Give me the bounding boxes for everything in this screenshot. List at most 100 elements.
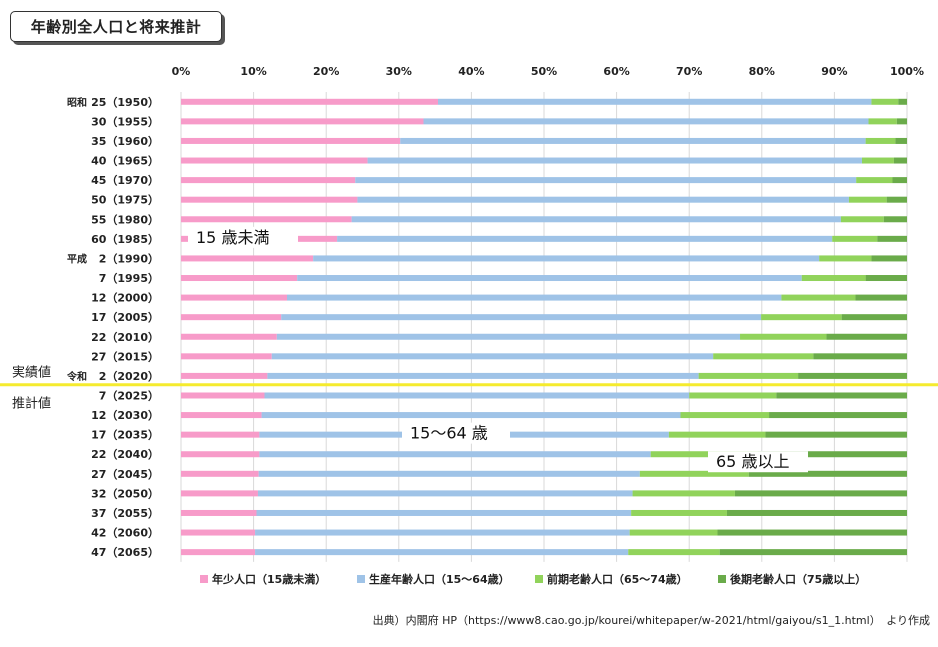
bar-segment [855,294,907,301]
bar-segment [337,235,833,242]
category-label: 55（1980） [91,213,159,226]
bar-segment [871,255,907,262]
bar-segment [255,549,629,556]
bar-segment [181,549,256,556]
era-label: 昭和 [67,96,87,109]
bar-segment [832,235,878,242]
legend-swatch [357,575,365,583]
bar-segment [181,372,268,379]
bar-segment [668,431,766,438]
bar-segment [698,372,799,379]
x-tick-label: 0% [172,65,191,78]
x-tick-label: 60% [603,65,629,78]
bar-segment [781,294,856,301]
category-label: 7（1995） [99,272,159,285]
bar-segment [740,333,827,340]
bar-segment [264,392,690,399]
bar-segment [438,98,872,105]
bar-segment [826,333,907,340]
bar-segment [886,196,907,203]
x-tick-label: 70% [676,65,702,78]
annotation-elderly: 65 歳以上 [716,452,789,471]
bar-segment [680,412,770,419]
bar-segment [748,470,907,477]
bar-segment [181,451,260,458]
category-label: 35（1960） [91,135,159,148]
category-label: 27（2045） [91,468,159,481]
bar-segment [181,392,265,399]
bar-segment [181,431,260,438]
bar-segment [689,392,777,399]
bar-segment [719,549,907,556]
legend-label: 年少人口（15歳未満） [212,572,326,586]
bar-segment [181,196,358,203]
bar-segment [726,509,907,516]
bar-segment [893,157,907,164]
category-label: 17（2035） [91,429,159,442]
bar-segment [841,314,907,321]
annotation-child-bg [188,226,298,248]
bar-segment [181,255,314,262]
x-tick-label: 40% [458,65,484,78]
bar-segment [351,216,841,223]
bar-segment [256,509,632,516]
category-label: 2（1990） [99,252,159,265]
chart-title: 年齢別全人口と将来推計 [10,11,222,42]
bar-segment [258,470,640,477]
bar-segment [896,118,907,125]
bar-segment [357,196,849,203]
bar-segment [281,314,762,321]
bar-segment [276,333,741,340]
category-label: 2（2020） [99,370,159,383]
bar-segment [181,529,256,536]
bar-segment [271,353,714,360]
bar-segment [367,157,862,164]
legend-swatch [718,575,726,583]
bar-segment [261,412,681,419]
category-label: 47（2065） [91,546,159,559]
bar-segment [769,412,907,419]
legend-label: 生産年齢人口（15〜64歳） [369,572,510,586]
category-label: 45（1970） [91,174,159,187]
bar-segment [628,549,720,556]
bar-segment [865,137,896,144]
bar-segment [871,98,899,105]
bar-segment [181,137,401,144]
source-note: 出典）内閣府 HP（https://www8.cao.go.jp/kourei/… [372,614,930,627]
x-tick-label: 50% [531,65,557,78]
bar-segment [877,235,907,242]
category-label: 25（1950） [91,96,159,109]
bar-segment [813,353,907,360]
bar-segment [819,255,872,262]
bar-segment [257,490,633,497]
bar-segment [761,314,842,321]
bar-segment [181,294,287,301]
category-label: 22（2040） [91,448,159,461]
annotation-working: 15〜64 歳 [410,424,488,443]
legend-label: 後期老齢人口（75歳以上） [730,572,866,586]
x-tick-label: 20% [313,65,339,78]
bar-segment [757,451,907,458]
bar-segment [181,98,439,105]
category-label: 12（2000） [91,292,159,305]
annotation-elderly-bg [708,451,808,473]
category-label: 12（2030） [91,409,159,422]
bar-segment [255,529,630,536]
bar-segment [848,196,887,203]
bar-segment [883,216,907,223]
bar-segment [840,216,884,223]
era-label: 平成 [67,252,87,265]
actual-label: 実績値 [12,365,51,381]
bar-segment [181,275,298,282]
bar-segment [259,451,651,458]
category-label: 42（2060） [91,527,159,540]
bar-segment [776,392,907,399]
category-label: 7（2025） [99,389,159,402]
bar-segment [631,509,727,516]
category-label: 27（2015） [91,350,159,363]
bar-segment [181,314,282,321]
bar-segment [423,118,869,125]
bar-segment [181,216,352,223]
era-label: 令和 [66,370,87,383]
